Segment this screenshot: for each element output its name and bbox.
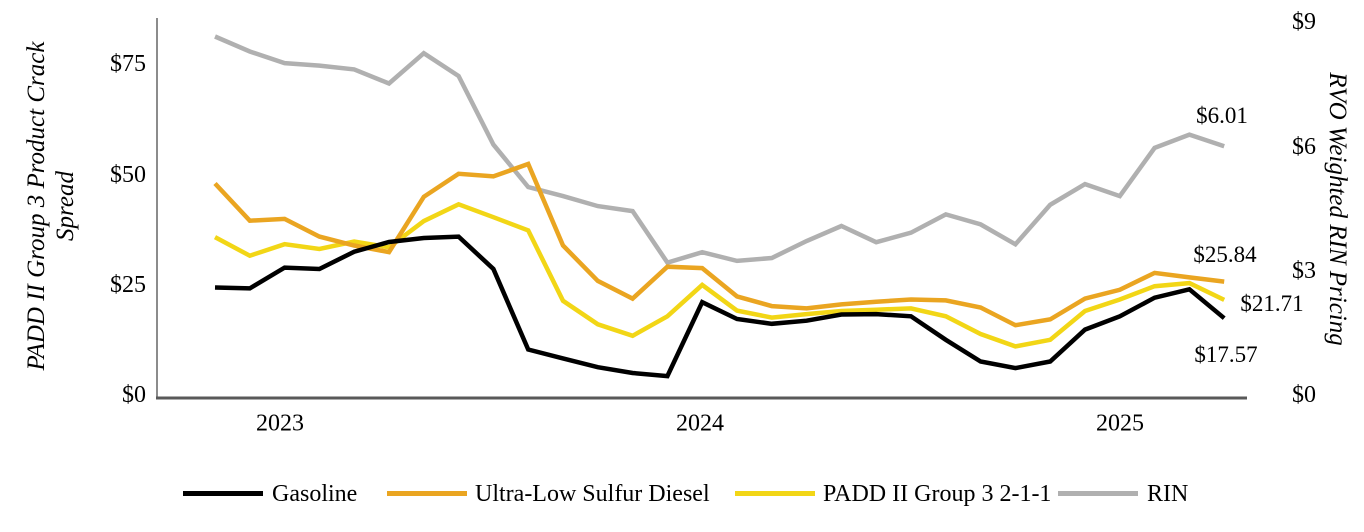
rin-legend-swatch (1058, 491, 1138, 496)
series-lines (213, 34, 1226, 379)
left-axis-tick-25: $25 (110, 272, 146, 299)
left-axis-tick-50: $50 (110, 161, 146, 188)
padd-211-end-value-label: $21.71 (1240, 291, 1304, 316)
right-axis-title: RVO Weighted RIN Pricing (1324, 72, 1351, 346)
left-axis-tick-0: $0 (122, 382, 146, 408)
right-axis-tick-6: $6 (1292, 133, 1316, 160)
x-axis-label-2024: 2024 (676, 410, 724, 437)
left-axis-title: PADD II Group 3 Product Crack Spread (22, 16, 80, 396)
left-axis-title-line-2: Spread (52, 171, 79, 241)
right-axis-tick-0: $0 (1292, 382, 1316, 408)
gasoline-line (214, 234, 1226, 379)
gasoline-legend-swatch (183, 491, 263, 496)
rin-end-value-label: $6.01 (1196, 103, 1248, 128)
ulsd-legend-label: Ultra-Low Sulfur Diesel (475, 481, 710, 507)
rin-line (214, 34, 1225, 266)
ultra-low-sulfur-diesel-line (213, 161, 1225, 328)
ulsd-legend-swatch (387, 491, 467, 496)
left-axis-title-line-1: PADD II Group 3 Product Crack (23, 41, 50, 371)
padd-ii-group-3-2-1-1-line (213, 201, 1226, 349)
rin-legend-label: RIN (1147, 481, 1189, 507)
x-axis-label-2025: 2025 (1096, 410, 1144, 437)
x-axis-label-2023: 2023 (256, 410, 304, 437)
right-axis-tick-9: $9 (1292, 9, 1316, 35)
padd-211-legend-swatch (735, 491, 815, 496)
gasoline-end-value-label: $17.57 (1194, 342, 1258, 367)
left-axis-tick-75: $75 (110, 51, 146, 77)
right-axis-tick-3: $3 (1292, 258, 1316, 285)
ulsd-end-value-label: $25.84 (1193, 242, 1257, 267)
gasoline-legend-label: Gasoline (272, 481, 358, 507)
padd-211-legend-label: PADD II Group 3 2-1-1 (823, 481, 1052, 507)
